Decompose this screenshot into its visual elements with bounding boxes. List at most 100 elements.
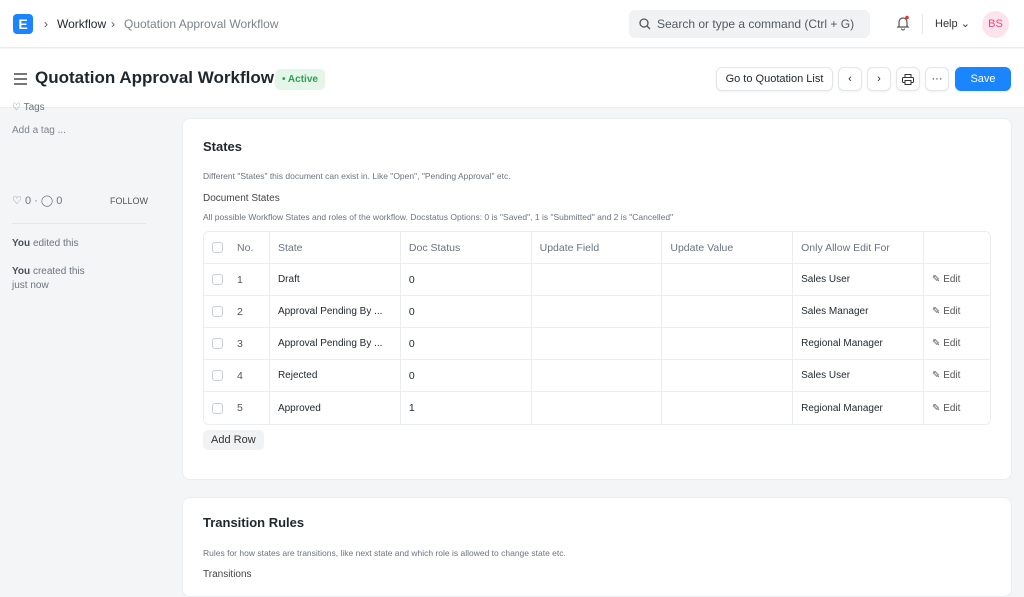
- column-header: No.: [237, 241, 254, 254]
- pencil-icon: ✎: [932, 306, 941, 317]
- table-row[interactable]: 5 Approved 1 Regional Manager ✎ Edit: [204, 392, 990, 424]
- row-checkbox[interactable]: [212, 370, 223, 382]
- state-cell[interactable]: Approval Pending By ...: [269, 328, 401, 360]
- edit-row-button[interactable]: ✎ Edit: [924, 328, 990, 360]
- update-field-cell[interactable]: [531, 360, 663, 392]
- notification-bell-icon[interactable]: [896, 15, 910, 31]
- chevron-right-icon: ›: [111, 17, 115, 31]
- update-field-cell[interactable]: [531, 328, 663, 360]
- app-logo[interactable]: E: [13, 14, 33, 34]
- sidebar-toggle-icon[interactable]: [14, 73, 27, 88]
- update-field-cell[interactable]: [531, 296, 663, 328]
- allow-edit-cell[interactable]: Sales Manager: [793, 296, 925, 328]
- chevron-left-icon: ‹: [848, 73, 852, 85]
- field-label: Document States: [203, 193, 280, 204]
- edit-label: Edit: [943, 274, 961, 285]
- edit-label: Edit: [943, 370, 961, 381]
- row-number: 2: [237, 305, 243, 318]
- pencil-icon: ✎: [932, 402, 941, 414]
- table-row[interactable]: 2 Approval Pending By ... 0 Sales Manage…: [204, 296, 990, 328]
- row-number: 5: [237, 402, 243, 414]
- update-value-cell[interactable]: [662, 360, 794, 392]
- comment-icon[interactable]: ◯: [40, 195, 54, 207]
- page-title: Quotation Approval Workflow: [35, 68, 274, 87]
- update-field-cell[interactable]: [531, 264, 663, 296]
- help-dropdown[interactable]: Help ⌄: [935, 17, 970, 30]
- doc-status-cell[interactable]: 0: [400, 264, 532, 296]
- doc-status-cell[interactable]: 1: [401, 392, 532, 424]
- row-checkbox[interactable]: [212, 274, 223, 286]
- print-button[interactable]: [896, 67, 920, 91]
- like-count: 0: [24, 195, 32, 207]
- doc-status-cell[interactable]: 0: [400, 360, 532, 392]
- edit-label: Edit: [943, 402, 961, 414]
- state-cell[interactable]: Approved: [270, 392, 401, 424]
- section-title: Transition Rules: [203, 515, 305, 530]
- column-header: Update Field: [531, 232, 663, 264]
- navbar: E › Workflow › Quotation Approval Workfl…: [0, 0, 1024, 48]
- status-badge: • Active: [275, 69, 325, 90]
- update-value-cell[interactable]: [662, 264, 794, 296]
- activity-item: You created this just now: [12, 265, 85, 293]
- update-value-cell[interactable]: [662, 296, 794, 328]
- divider: [12, 223, 146, 224]
- printer-icon: [902, 74, 914, 85]
- add-row-button[interactable]: Add Row: [203, 430, 264, 450]
- search-placeholder: Search or type a command (Ctrl + G): [657, 17, 855, 31]
- row-checkbox[interactable]: [212, 338, 223, 350]
- activity-item: You edited this: [12, 238, 79, 249]
- states-section: States Different "States" this document …: [182, 118, 1012, 480]
- save-button[interactable]: Save: [955, 67, 1011, 91]
- tags-label: ♡ Tags: [12, 102, 45, 113]
- edit-row-button[interactable]: ✎ Edit: [924, 392, 990, 424]
- edit-row-button[interactable]: ✎ Edit: [924, 360, 990, 392]
- activity-time: just now: [12, 280, 49, 291]
- pencil-icon: ✎: [932, 338, 941, 349]
- breadcrumb-workflow[interactable]: Workflow: [57, 17, 107, 31]
- heart-icon[interactable]: ♡: [12, 195, 22, 207]
- next-doc-button[interactable]: ›: [867, 67, 891, 91]
- document-states-table: No. State Doc Status Update Field Update…: [203, 231, 991, 425]
- update-value-cell[interactable]: [662, 328, 794, 360]
- update-value-cell[interactable]: [662, 392, 794, 424]
- section-title: States: [203, 139, 243, 154]
- row-checkbox[interactable]: [212, 402, 223, 414]
- allow-edit-cell[interactable]: Sales User: [793, 360, 925, 392]
- edit-row-button[interactable]: ✎ Edit: [924, 296, 990, 328]
- comment-count: 0: [56, 195, 63, 207]
- field-label: Transitions: [203, 569, 252, 580]
- table-header: No. State Doc Status Update Field Update…: [204, 232, 990, 264]
- divider: [922, 14, 923, 34]
- chevron-right-icon: ›: [877, 73, 881, 85]
- allow-edit-cell[interactable]: Regional Manager: [793, 328, 925, 360]
- follow-button[interactable]: FOLLOW: [110, 196, 149, 206]
- section-description: Different "States" this document can exi…: [203, 171, 511, 181]
- avatar[interactable]: BS: [982, 11, 1009, 38]
- edit-label: Edit: [943, 338, 961, 349]
- doc-status-cell[interactable]: 0: [400, 296, 532, 328]
- search-input[interactable]: Search or type a command (Ctrl + G): [629, 10, 870, 38]
- edit-label: Edit: [943, 306, 961, 317]
- previous-doc-button[interactable]: ‹: [838, 67, 862, 91]
- state-cell[interactable]: Rejected: [269, 360, 401, 392]
- state-cell[interactable]: Draft: [269, 264, 401, 296]
- select-all-checkbox[interactable]: [212, 242, 223, 254]
- allow-edit-cell[interactable]: Sales User: [793, 264, 925, 296]
- row-checkbox[interactable]: [212, 306, 223, 318]
- state-cell[interactable]: Approval Pending By ...: [269, 296, 401, 328]
- edit-row-button[interactable]: ✎ Edit: [924, 264, 990, 296]
- doc-status-cell[interactable]: 0: [400, 328, 532, 360]
- update-field-cell[interactable]: [532, 392, 663, 424]
- breadcrumb-current[interactable]: Quotation Approval Workflow: [124, 17, 279, 31]
- more-actions-button[interactable]: ···: [925, 67, 949, 91]
- page-header: Quotation Approval Workflow • Active Go …: [0, 49, 1024, 108]
- column-header: State: [269, 232, 401, 264]
- column-header: Doc Status: [400, 232, 532, 264]
- field-help: All possible Workflow States and roles o…: [203, 212, 674, 222]
- table-row[interactable]: 1 Draft 0 Sales User ✎ Edit: [204, 264, 990, 296]
- table-row[interactable]: 3 Approval Pending By ... 0 Regional Man…: [204, 328, 990, 360]
- table-row[interactable]: 4 Rejected 0 Sales User ✎ Edit: [204, 360, 990, 392]
- add-tag-link[interactable]: Add a tag ...: [12, 125, 66, 136]
- go-to-list-button[interactable]: Go to Quotation List: [716, 67, 833, 91]
- allow-edit-cell[interactable]: Regional Manager: [793, 392, 925, 424]
